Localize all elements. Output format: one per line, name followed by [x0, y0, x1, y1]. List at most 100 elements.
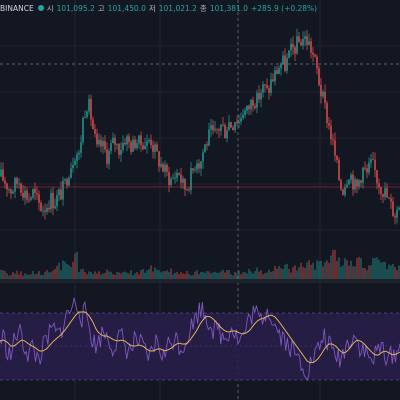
candle-body: [120, 149, 122, 155]
candle-body: [186, 189, 188, 191]
volume-bar: [354, 266, 356, 279]
candle-body: [216, 128, 218, 130]
volume-bar: [220, 271, 222, 279]
candles[interactable]: [0, 28, 400, 225]
volume-bar: [224, 272, 226, 279]
volume-bar: [360, 258, 362, 279]
candle-body: [240, 118, 242, 122]
volume-bar: [126, 272, 128, 279]
volume-bar: [384, 261, 386, 279]
candle-body: [300, 42, 302, 46]
volume-bar: [74, 253, 76, 279]
volume-bar: [172, 274, 174, 279]
volume-bar: [104, 272, 106, 279]
candle-body: [372, 159, 374, 161]
pane-separator[interactable]: [0, 279, 400, 283]
volume-bar: [54, 268, 56, 279]
candle-body: [248, 105, 250, 110]
candle-body: [54, 206, 56, 209]
volume-bar: [314, 269, 316, 279]
candle-body: [130, 142, 132, 152]
volume-bar: [260, 270, 262, 279]
candle-body: [198, 163, 200, 169]
volume-bar: [262, 274, 264, 279]
candle-body: [356, 179, 358, 187]
volume-bar: [128, 273, 130, 279]
volume-bar: [320, 260, 322, 279]
volume-bar: [214, 271, 216, 279]
candle-body: [66, 179, 68, 186]
volume-bar: [304, 267, 306, 279]
high-value: 101,450.0: [107, 3, 146, 13]
candle-body: [368, 162, 370, 173]
volume-bar: [306, 262, 308, 279]
volume-bar: [222, 269, 224, 279]
candle-body: [386, 188, 388, 198]
candle-body: [370, 159, 372, 163]
volume-bar: [136, 272, 138, 279]
candle-body: [346, 184, 348, 188]
candle-body: [48, 207, 50, 210]
volume-bar: [18, 274, 20, 279]
candle-body: [92, 119, 94, 129]
volume-bar: [312, 262, 314, 279]
volume-bar: [228, 269, 230, 279]
volume-bar: [318, 261, 320, 279]
candle-body: [304, 36, 306, 39]
candle-body: [110, 143, 112, 152]
volume-bar: [6, 273, 8, 279]
candle-body: [100, 139, 102, 147]
candle-body: [178, 172, 180, 175]
candle-body: [168, 172, 170, 186]
volume-bar: [26, 274, 28, 279]
candle-body: [138, 135, 140, 144]
candle-body: [154, 144, 156, 152]
volume-bar: [336, 260, 338, 279]
volume-bar: [184, 273, 186, 279]
candle-body: [118, 144, 120, 155]
oscillator-line: [0, 297, 400, 381]
volume-bar: [370, 265, 372, 279]
volume-bar: [96, 273, 98, 279]
candle-body: [224, 125, 226, 139]
volume-bar: [164, 271, 166, 279]
volume-bar: [168, 272, 170, 279]
volume-bar: [110, 271, 112, 279]
volume-bar: [298, 267, 300, 279]
volume-bar: [92, 274, 94, 279]
candle-body: [362, 167, 364, 183]
candle-body: [200, 161, 202, 169]
candle-body: [58, 189, 60, 195]
candle-body: [152, 145, 154, 152]
volume-bar: [234, 271, 236, 279]
candle-body: [78, 152, 80, 155]
volume-bar: [346, 260, 348, 279]
candle-body: [82, 118, 84, 143]
candle-body: [16, 178, 18, 184]
candle-body: [46, 207, 48, 212]
volume-bar: [56, 266, 58, 279]
candle-body: [164, 164, 166, 172]
candle-body: [310, 41, 312, 53]
volume-bar: [388, 264, 390, 279]
symbol-label[interactable]: BINANCE: [0, 3, 34, 13]
candle-body: [336, 155, 338, 160]
volume-bar: [12, 271, 14, 279]
volume-bar: [348, 265, 350, 279]
volume-bar: [46, 269, 48, 279]
candle-body: [242, 114, 244, 119]
candle-body: [74, 160, 76, 165]
candle-body: [330, 125, 332, 140]
volume-bar: [142, 269, 144, 279]
volume-bar: [50, 272, 52, 279]
candle-body: [172, 177, 174, 179]
candle-body: [230, 122, 232, 128]
volume-bar: [256, 267, 258, 279]
candle-body: [36, 193, 38, 195]
volume-bar: [324, 262, 326, 279]
high-label: 고: [97, 3, 105, 13]
volume-bar: [36, 273, 38, 279]
volume-bar: [14, 273, 16, 279]
volume-bar: [196, 270, 198, 279]
